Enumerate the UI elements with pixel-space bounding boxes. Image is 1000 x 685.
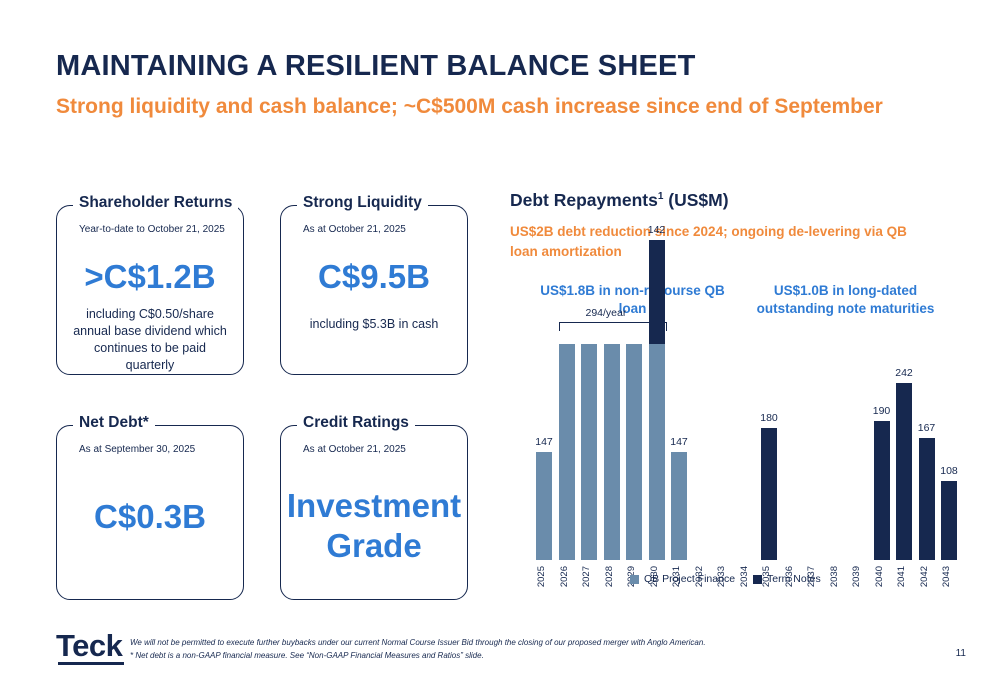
- chart-title: Debt Repayments1 (US$M): [510, 190, 729, 211]
- bar-qb-project-finance: [558, 344, 575, 560]
- bar-term-notes: [896, 382, 912, 560]
- bar-term-notes: [941, 480, 957, 560]
- legend-label: Term Notes: [767, 573, 821, 585]
- card-title: Net Debt*: [73, 414, 155, 432]
- x-axis-tick-label: 2043: [941, 566, 952, 588]
- chart-title-text: Debt Repayments: [510, 190, 658, 210]
- legend-item-qb-project-finance: QB Project Finance: [630, 573, 735, 585]
- card-credit-ratings: Credit Ratings As at October 21, 2025 In…: [280, 414, 468, 600]
- bar-column: [648, 240, 665, 560]
- legend-swatch-icon: [630, 574, 639, 584]
- bar-column: [873, 340, 890, 560]
- page-number: 11: [955, 648, 966, 659]
- legend-label: QB Project Finance: [644, 573, 736, 585]
- card-subtitle: As at October 21, 2025: [303, 224, 406, 235]
- card-subtitle: Year-to-date to October 21, 2025: [79, 224, 225, 235]
- bar-column: [536, 340, 552, 560]
- bar-column: [761, 340, 777, 560]
- bar-column: [784, 340, 800, 560]
- card-value: Investment Grade: [286, 487, 462, 564]
- page-title: MAINTAINING A RESILIENT BALANCE SHEET: [56, 50, 696, 82]
- bar-term-notes: [918, 437, 935, 560]
- chart-legend: QB Project Finance Term Notes: [630, 573, 821, 585]
- legend-item-term-notes: Term Notes: [753, 573, 821, 585]
- x-axis-tick-label: 2026: [558, 566, 570, 588]
- bar-qb-project-finance: [536, 452, 552, 560]
- bar-column: [694, 340, 710, 560]
- annotation-qb-loan: US$1.8B in non-recourse QB loan: [540, 283, 725, 316]
- page-subtitle: Strong liquidity and cash balance; ~C$50…: [56, 95, 883, 118]
- bar-value-label: 147: [670, 436, 688, 449]
- annotation-note-maturities: US$1.0B in long-dated outstanding note m…: [756, 283, 935, 316]
- bar-term-notes: [873, 420, 890, 560]
- legend-swatch-icon: [753, 574, 763, 584]
- bar-value-label: 147: [535, 436, 553, 449]
- card-note: including $5.3B in cash: [309, 317, 439, 331]
- card-title: Strong Liquidity: [297, 194, 428, 212]
- bar-column: [558, 340, 575, 560]
- x-axis-tick-label: 2027: [581, 566, 592, 588]
- brace-294-per-year: [558, 322, 667, 332]
- x-axis-tick-label: 2028: [603, 566, 615, 588]
- card-value: C$9.5B: [318, 258, 430, 295]
- bar-column: [739, 340, 755, 560]
- chart-title-footnote-marker: 1: [657, 191, 664, 203]
- x-axis-tick-label: 2025: [536, 566, 547, 588]
- chart-plot-area: 1472025202620272028202914220301472031203…: [520, 224, 960, 587]
- bar-qb-project-finance: [671, 452, 687, 560]
- footnote-2: * Net debt is a non-GAAP financial measu…: [130, 651, 484, 660]
- teck-logo: Teck: [56, 628, 125, 665]
- bar-term-notes: [648, 240, 665, 345]
- bar-qb-project-finance: [626, 344, 642, 560]
- bar-value-label: 180: [760, 412, 778, 424]
- bar-qb-project-finance: [581, 344, 597, 560]
- x-axis-tick-label: 2039: [851, 566, 862, 588]
- bar-value-label: 108: [940, 464, 958, 477]
- x-axis-tick-label: 2042: [918, 566, 930, 588]
- footnotes: We will not be permitted to execute furt…: [130, 636, 830, 662]
- chart-subtitle: US$2B debt reduction since 2024; ongoing…: [510, 224, 907, 259]
- card-title: Credit Ratings: [297, 414, 415, 432]
- bar-column: [896, 340, 912, 560]
- bar-value-label: 142: [647, 224, 666, 237]
- debt-repayments-chart: Debt Repayments1 (US$M) US$2B debt reduc…: [510, 190, 960, 590]
- bar-term-notes: [761, 428, 777, 560]
- bar-column: [603, 340, 620, 560]
- bar-column: [918, 340, 935, 560]
- bar-column: [626, 340, 642, 560]
- footnote-1: We will not be permitted to execute furt…: [130, 638, 706, 647]
- bar-column: [581, 340, 597, 560]
- card-subtitle: As at September 30, 2025: [79, 444, 196, 455]
- bar-value-label: 242: [895, 366, 913, 379]
- card-subtitle: As at October 21, 2025: [303, 444, 406, 455]
- x-axis-tick-label: 2038: [828, 566, 840, 588]
- bar-column: [671, 340, 687, 560]
- bar-column: [829, 340, 845, 560]
- chart-title-units: (US$M): [668, 190, 729, 210]
- card-title: Shareholder Returns: [73, 194, 239, 212]
- card-value: >C$1.2B: [84, 258, 216, 295]
- x-axis-tick-label: 2041: [896, 566, 907, 588]
- bar-column: [716, 340, 732, 560]
- bar-column: [851, 340, 867, 560]
- bar-qb-project-finance: [603, 344, 620, 560]
- card-shareholder-returns: Shareholder Returns Year-to-date to Octo…: [56, 194, 244, 375]
- bar-value-label: 167: [917, 421, 936, 434]
- bar-value-label: 190: [872, 404, 891, 417]
- bar-qb-project-finance: [648, 344, 665, 560]
- card-strong-liquidity: Strong Liquidity As at October 21, 2025 …: [280, 194, 468, 375]
- card-note: including C$0.50/share annual base divid…: [73, 307, 227, 372]
- card-net-debt: Net Debt* As at September 30, 2025 C$0.3…: [56, 414, 244, 600]
- bar-column: [806, 340, 822, 560]
- bar-column: [941, 340, 957, 560]
- brace-label: 294/year: [585, 307, 627, 320]
- card-value: C$0.3B: [94, 498, 206, 535]
- x-axis-tick-label: 2040: [873, 566, 885, 588]
